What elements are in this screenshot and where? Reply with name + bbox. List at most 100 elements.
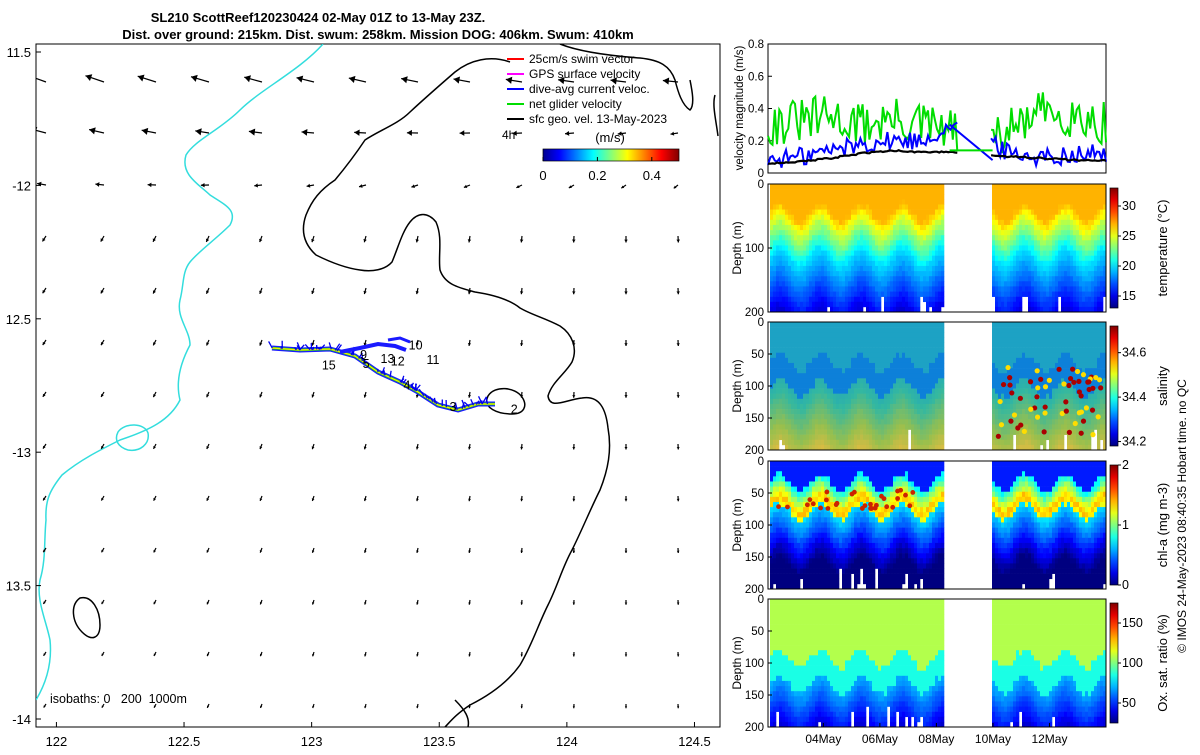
section-cell: [878, 256, 881, 261]
title-line-2: Dist. over ground: 215km. Dist. swum: 25…: [122, 27, 634, 42]
section-cell: [1010, 286, 1013, 291]
map-x-tick-label: 122: [46, 734, 68, 749]
section-cell: [1022, 286, 1025, 291]
section-cell: [1013, 184, 1016, 189]
section-cell: [1091, 204, 1094, 209]
section-cell: [1058, 261, 1061, 266]
section-cell: [1049, 276, 1052, 281]
section-cell: [1031, 199, 1034, 204]
section-cell: [839, 245, 842, 250]
section-cell: [776, 210, 779, 215]
section-cell: [884, 419, 887, 424]
section-cell: [776, 337, 779, 342]
section-cell: [923, 189, 926, 194]
section-cell: [1091, 292, 1094, 297]
section-cell: [1094, 297, 1097, 302]
section-cell: [800, 378, 803, 383]
section-cell: [917, 322, 920, 327]
section-cell: [872, 394, 875, 399]
section-cell: [803, 266, 806, 271]
section-cell: [875, 235, 878, 240]
legend-label: net glider velocity: [529, 97, 622, 111]
section-cell: [782, 302, 785, 307]
section-cell: [776, 286, 779, 291]
section-cell: [887, 199, 890, 204]
section-cell: [884, 297, 887, 302]
section-cell: [776, 189, 779, 194]
section-cell: [875, 445, 878, 450]
section-cell: [854, 307, 857, 312]
section-cell: [797, 337, 800, 342]
section-cell: [788, 261, 791, 266]
section-cell: [932, 245, 935, 250]
section-cell: [770, 199, 773, 204]
section-cell: [1055, 399, 1058, 404]
section-cell: [1067, 358, 1070, 363]
section-cell: [785, 358, 788, 363]
section-cell: [797, 440, 800, 445]
section-cell: [785, 440, 788, 445]
section-cell: [788, 266, 791, 271]
section-cell: [920, 430, 923, 435]
section-cell: [995, 378, 998, 383]
section-cell: [785, 276, 788, 281]
section-cell: [1010, 210, 1013, 215]
section-cell: [776, 358, 779, 363]
section-cell: [1091, 256, 1094, 261]
section-cell: [788, 419, 791, 424]
section-cell: [1043, 440, 1046, 445]
section-cell: [785, 414, 788, 419]
section-cell: [911, 276, 914, 281]
section-cell: [908, 240, 911, 245]
section-cell: [869, 414, 872, 419]
section-cell: [791, 394, 794, 399]
section-cell: [857, 383, 860, 388]
section-cell: [929, 409, 932, 414]
section-cell: [992, 225, 995, 230]
section-cell: [1004, 327, 1007, 332]
section-cell: [800, 245, 803, 250]
section-cell: [1004, 245, 1007, 250]
section-cell: [1100, 276, 1103, 281]
section-cell: [932, 266, 935, 271]
section-cell: [770, 373, 773, 378]
section-cell: [932, 215, 935, 220]
section-cell: [899, 307, 902, 312]
section-cell: [869, 404, 872, 409]
section-cell: [791, 271, 794, 276]
section-cell: [1061, 271, 1064, 276]
section-cell: [812, 414, 815, 419]
section-cell: [794, 215, 797, 220]
section-cell: [881, 286, 884, 291]
section-cell: [1004, 261, 1007, 266]
section-cell: [998, 394, 1001, 399]
section-cell: [890, 199, 893, 204]
section-cell: [815, 353, 818, 358]
section-cell: [821, 271, 824, 276]
section-cell: [770, 261, 773, 266]
section-cell: [875, 261, 878, 266]
section-cell: [869, 251, 872, 256]
section-cell: [839, 414, 842, 419]
section-cell: [800, 389, 803, 394]
section-cell: [1091, 307, 1094, 312]
section-cell: [773, 373, 776, 378]
section-cell: [899, 220, 902, 225]
section-cell: [857, 394, 860, 399]
section-cell: [794, 204, 797, 209]
section-cell: [1043, 235, 1046, 240]
section-cell: [842, 337, 845, 342]
section-cell: [833, 389, 836, 394]
section-cell: [1058, 215, 1061, 220]
section-cell: [1034, 194, 1037, 199]
section-cell: [917, 404, 920, 409]
section-cell: [1097, 194, 1100, 199]
section-cell: [1073, 199, 1076, 204]
section-cell: [833, 245, 836, 250]
section-cell: [1025, 404, 1028, 409]
section-cell: [809, 184, 812, 189]
section-cell: [995, 373, 998, 378]
section-cell: [1100, 210, 1103, 215]
section-cell: [812, 404, 815, 409]
section-cell: [836, 337, 839, 342]
